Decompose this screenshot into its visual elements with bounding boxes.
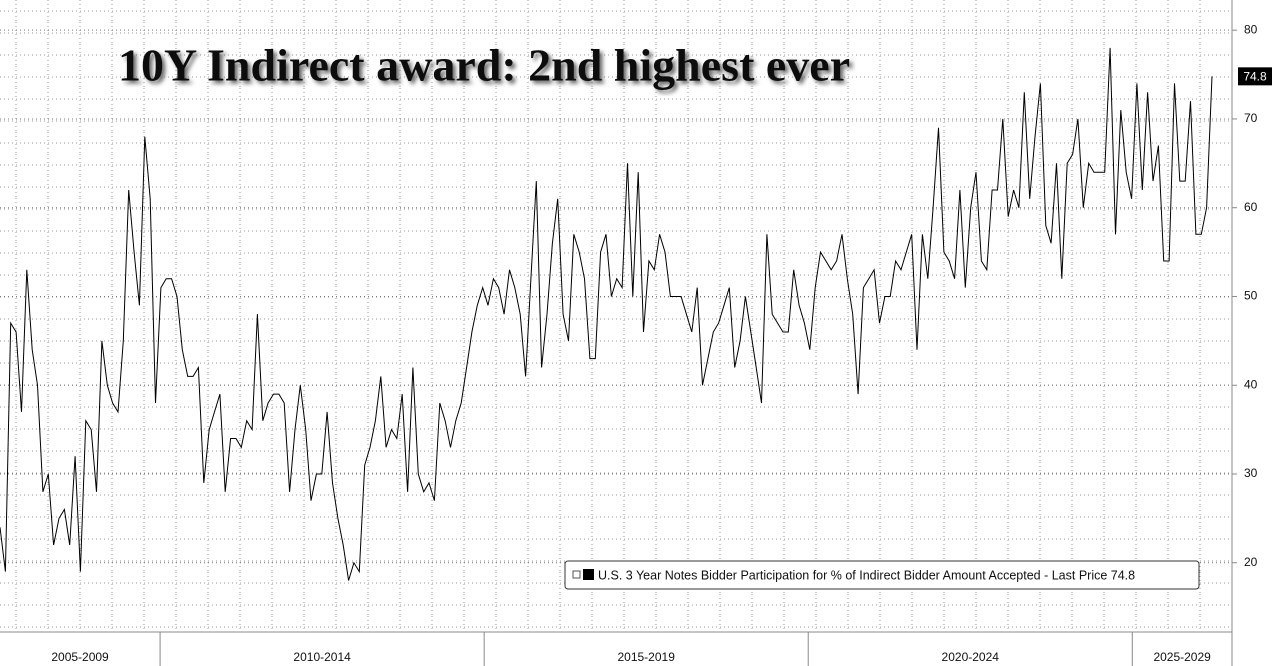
legend-label: U.S. 3 Year Notes Bidder Participation f… — [598, 568, 1135, 582]
x-tick-label: 2020-2024 — [942, 650, 1000, 664]
legend: U.S. 3 Year Notes Bidder Participation f… — [564, 560, 1200, 590]
line-series — [0, 47, 1213, 581]
y-tick-label: 40 — [1244, 377, 1258, 391]
last-price-box — [1238, 67, 1272, 86]
y-tick-label: 70 — [1244, 111, 1258, 125]
y-tick-label: 30 — [1244, 466, 1258, 480]
last-price-label: 74.8 — [1243, 70, 1267, 84]
x-tick-label: 2005-2009 — [51, 650, 109, 664]
x-tick-label: 2015-2019 — [617, 650, 675, 664]
y-tick-label: 80 — [1244, 22, 1258, 36]
y-tick-label: 20 — [1244, 555, 1258, 569]
minor-grid — [0, 0, 1232, 632]
legend-swatch — [583, 569, 594, 580]
legend-box — [564, 560, 1200, 590]
chart-title: 10Y Indirect award: 2nd highest ever — [118, 40, 850, 91]
x-tick-label: 2025-2029 — [1153, 650, 1211, 664]
legend-icon-outline — [572, 570, 581, 579]
x-tick-label: 2010-2014 — [293, 650, 351, 664]
y-tick-label: 50 — [1244, 289, 1258, 303]
y-tick-label: 60 — [1244, 200, 1258, 214]
